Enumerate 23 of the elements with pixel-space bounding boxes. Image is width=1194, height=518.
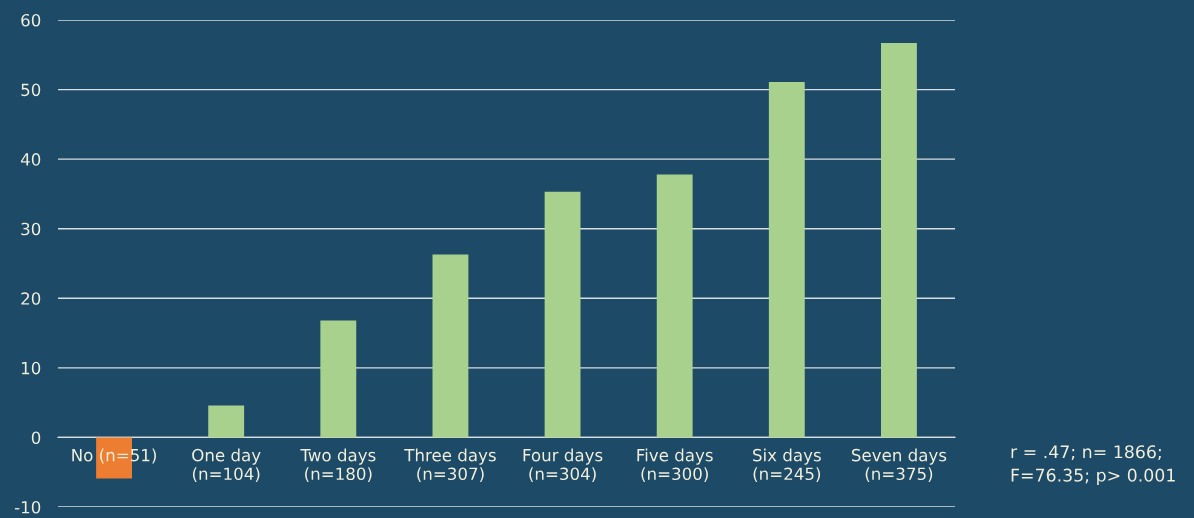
x-tick-label: Four days (n=304) (523, 448, 603, 483)
y-tick-label: 10 (21, 361, 41, 375)
bar (881, 42, 917, 438)
bar (320, 320, 357, 438)
bar (432, 254, 469, 438)
y-tick-label: 60 (21, 13, 41, 27)
bar (208, 405, 245, 438)
x-tick-label: One day (n=104) (192, 448, 261, 483)
bar (656, 174, 693, 438)
y-tick-label: -10 (14, 500, 41, 514)
x-tick-label: Two days (n=180) (300, 448, 376, 483)
y-tick-label: 50 (21, 83, 41, 97)
text: r = .47; n= 1866; F=76.35; p> 0.001 (1011, 445, 1175, 486)
x-tick-label: Seven days (n=375) (851, 448, 947, 483)
y-tick-label: 0 (31, 431, 41, 444)
bar (544, 191, 581, 438)
y-tick-label: 40 (20, 153, 41, 166)
y-tick-label: 30 (21, 222, 41, 236)
y-tick-label: 20 (21, 292, 41, 305)
x-tick-label: Three days (n=307) (404, 448, 496, 483)
x-tick-label: Six days (n=245) (753, 448, 821, 483)
x-tick-label: Five days (n=300) (637, 448, 713, 483)
bar (768, 81, 805, 438)
